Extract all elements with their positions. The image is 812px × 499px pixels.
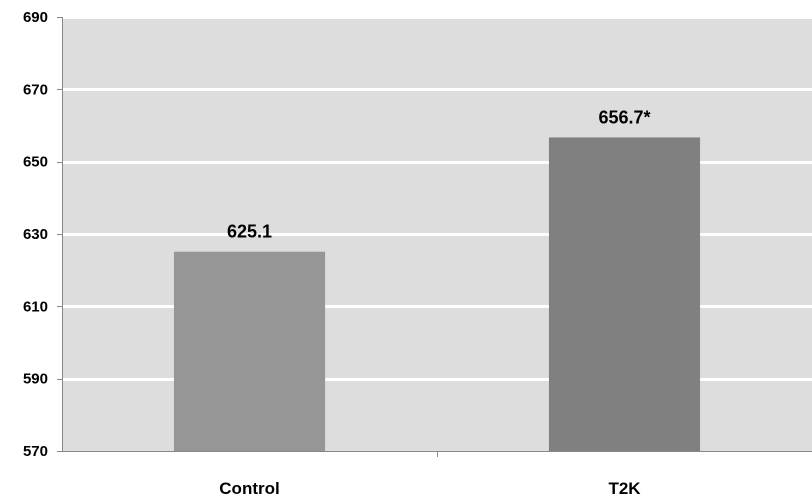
x-category-label-control: Control <box>219 479 279 498</box>
y-tick-label-570: 570 <box>23 443 48 460</box>
x-axis-category-labels: Control T2K <box>219 479 641 498</box>
y-tick-label-690: 690 <box>23 9 48 26</box>
y-axis-tick-labels: 570 590 610 630 650 670 690 <box>23 9 48 460</box>
data-labels: 625.1 656.7* <box>227 107 651 241</box>
y-tick-label-590: 590 <box>23 371 48 388</box>
y-tick-label-610: 610 <box>23 298 48 315</box>
y-tick-label-650: 650 <box>23 154 48 171</box>
y-tick-label-630: 630 <box>23 226 48 243</box>
bars <box>173 137 701 451</box>
y-tick-label-670: 670 <box>23 81 48 98</box>
bar-control <box>173 251 326 451</box>
data-label-t2k: 656.7* <box>598 107 650 127</box>
x-category-label-t2k: T2K <box>608 479 641 498</box>
bar-t2k <box>548 137 701 451</box>
data-label-control: 625.1 <box>227 222 272 242</box>
axes <box>57 17 812 457</box>
